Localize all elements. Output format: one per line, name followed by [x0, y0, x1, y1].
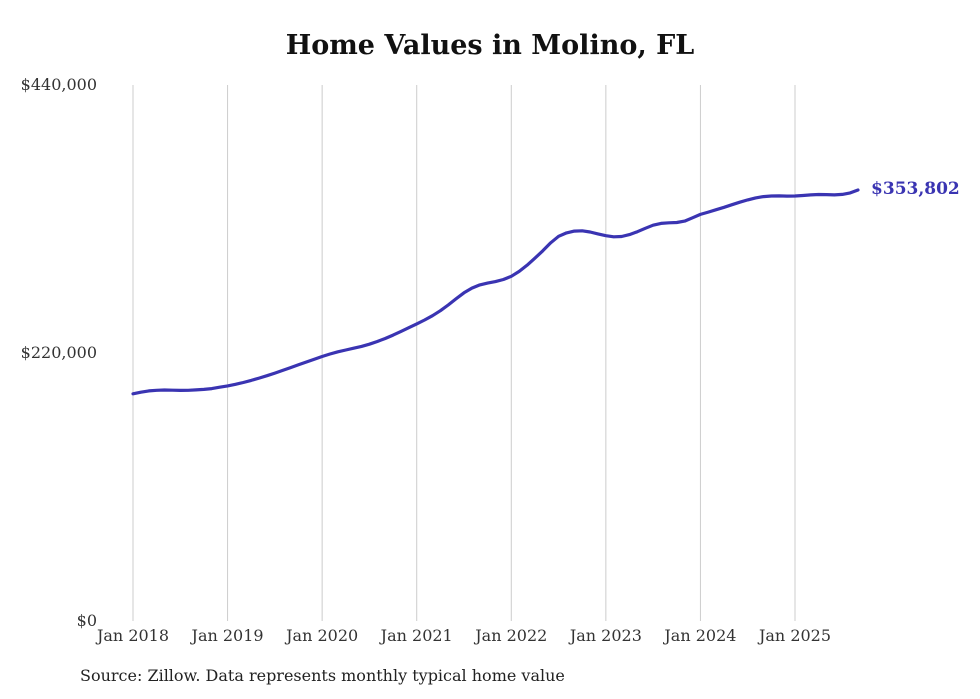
y-tick-label: $0 — [76, 611, 97, 630]
x-tick-label: Jan 2022 — [475, 626, 548, 645]
value-line — [131, 188, 860, 396]
x-tick-label: Jan 2024 — [664, 626, 737, 645]
x-tick-label: Jan 2021 — [380, 626, 453, 645]
last-value-label: $353,802 — [871, 179, 960, 199]
x-tick-label: Jan 2023 — [569, 626, 642, 645]
x-tick-label: Jan 2019 — [191, 626, 264, 645]
gridlines — [132, 85, 796, 621]
y-tick-label: $220,000 — [20, 343, 97, 362]
source-note: Source: Zillow. Data represents monthly … — [80, 666, 565, 685]
x-tick-label: Jan 2018 — [96, 626, 170, 645]
x-tick-label: Jan 2025 — [758, 626, 832, 645]
y-tick-label: $440,000 — [20, 75, 97, 94]
chart-title: Home Values in Molino, FL — [285, 30, 695, 61]
x-tick-label: Jan 2020 — [286, 626, 359, 645]
